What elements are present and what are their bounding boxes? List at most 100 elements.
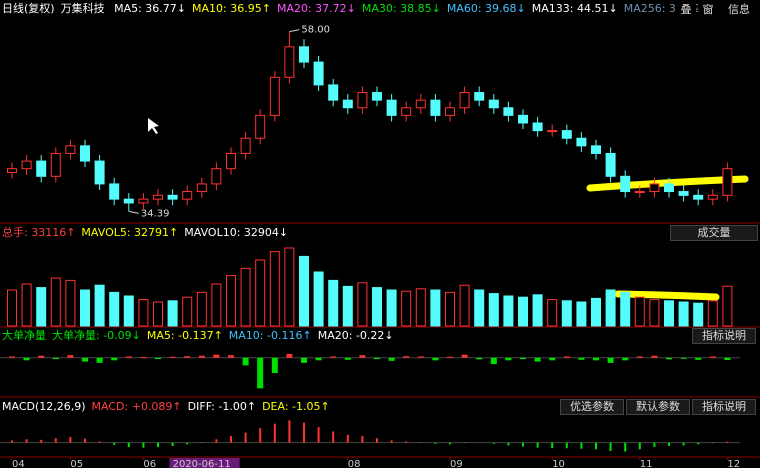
fund-bar (38, 355, 45, 358)
candle-body (649, 183, 660, 193)
fund-bar (388, 357, 395, 361)
ma-legend: MA133: 44.51↓ (531, 2, 618, 15)
fund-bar (198, 355, 205, 358)
fund-bar (242, 357, 249, 366)
fund-bar (709, 356, 716, 358)
dropdown[interactable]: 成交量 (670, 225, 758, 241)
candle-body (474, 92, 485, 101)
chart-period: 日线(复权) (2, 2, 55, 15)
candle-body (664, 183, 674, 193)
fund-header: 大单净量 大单净量: -0.09↓ MA5: -0.137↑ MA10: -0.116… (2, 329, 400, 343)
price-header: 日线(复权) 万集科技 MA5: 36.77↓ MA10: 36.95↑ MA20: … (2, 2, 716, 16)
candle-body (459, 92, 470, 109)
indicator-legend: MACD: +0.089↑ (91, 400, 182, 413)
fund-bar (651, 355, 658, 358)
ma-legend: MA256: 34.72↑ (623, 2, 710, 15)
candle-body (328, 84, 339, 101)
fund-bar (111, 357, 118, 361)
fund-bar (520, 357, 526, 360)
volume-bar (182, 296, 193, 327)
candle-body (7, 168, 17, 173)
volume-bar (547, 299, 558, 327)
panel-button[interactable]: 指标说明 (692, 399, 756, 415)
fund-bar (680, 357, 687, 359)
fund-bar (374, 357, 380, 360)
fund-bar (169, 356, 176, 358)
fund-bar (257, 357, 264, 389)
fund-bar (417, 356, 424, 358)
cursor-date-bg (169, 458, 240, 468)
candle-body (561, 130, 572, 139)
candle-body (342, 99, 353, 109)
annotation-leader (128, 210, 139, 214)
fund-bar (593, 357, 599, 361)
indicator-legend: 大单净量 (2, 329, 46, 342)
indicator-legend: MACD(12,26,9) (2, 400, 86, 413)
candle-body (284, 46, 295, 78)
volume-bar (372, 287, 382, 327)
volume-bar (488, 293, 499, 327)
fund-bar (184, 356, 191, 358)
ma-legend: MA10: 36.95↑ (192, 2, 271, 15)
annotation-leader (289, 29, 300, 33)
volume-bar (722, 285, 733, 327)
candle-body (576, 137, 587, 147)
volume-bar (430, 289, 441, 327)
volume-bar (707, 300, 718, 327)
candle-body (226, 152, 236, 170)
candle-body (415, 99, 426, 109)
candle-body (620, 175, 631, 193)
candle-body (94, 160, 105, 185)
candle-body (722, 168, 733, 196)
fund-bar (607, 357, 614, 363)
volume-bar (386, 289, 397, 327)
top-button[interactable]: 信息 (720, 2, 758, 18)
top-button[interactable]: 叠 (676, 2, 696, 18)
volume-bar (503, 295, 514, 327)
top-button[interactable]: 窗 (698, 2, 718, 18)
candle-body (109, 183, 120, 200)
fund-bar (578, 357, 585, 360)
volume-bar (196, 291, 207, 327)
indicator-legend: MA10: -0.116↑ (228, 329, 312, 342)
panel-button[interactable]: 指标说明 (692, 328, 756, 344)
volume-bar (605, 289, 616, 327)
volume-bar (7, 289, 17, 327)
volume-bar (459, 284, 470, 327)
x-tick-label: 11 (640, 459, 653, 468)
volume-bar (576, 301, 587, 327)
fund-bar (476, 357, 483, 360)
candle-body (138, 198, 149, 204)
fund-bar (432, 357, 439, 361)
candle-body (503, 107, 514, 116)
fund-bar (228, 355, 234, 358)
indicator-legend: MA20: -0.22↓ (317, 329, 394, 342)
panel-button[interactable]: 优选参数 (560, 399, 624, 415)
volume-bar (94, 284, 105, 327)
ma-legend: MA30: 38.85↓ (361, 2, 441, 15)
price-annotation: 58.00 (301, 25, 330, 36)
candle-body (445, 107, 455, 116)
candle-body (269, 76, 280, 116)
candle-body (211, 168, 222, 185)
candle-body (372, 92, 382, 101)
volume-bar (445, 291, 455, 327)
x-tick-label: 10 (552, 459, 565, 468)
indicator-legend: 大单净量: -0.09↓ (52, 329, 141, 342)
fund-bar (23, 357, 30, 361)
fund-bar (271, 357, 278, 374)
candle-body (547, 130, 558, 133)
candle-body (518, 114, 528, 124)
candle-body (488, 99, 499, 109)
x-tick-label: 12 (727, 459, 740, 468)
fund-bar (666, 357, 672, 360)
panel-button[interactable]: 默认参数 (626, 399, 690, 415)
fund-bar (505, 357, 512, 361)
x-tick-label: 06 (143, 459, 156, 468)
x-tick-label: 2020-06-11 (173, 459, 231, 468)
volume-bar (226, 275, 236, 327)
volume-bar (693, 302, 704, 327)
volume-bar (678, 301, 689, 327)
candle-body (678, 191, 689, 196)
